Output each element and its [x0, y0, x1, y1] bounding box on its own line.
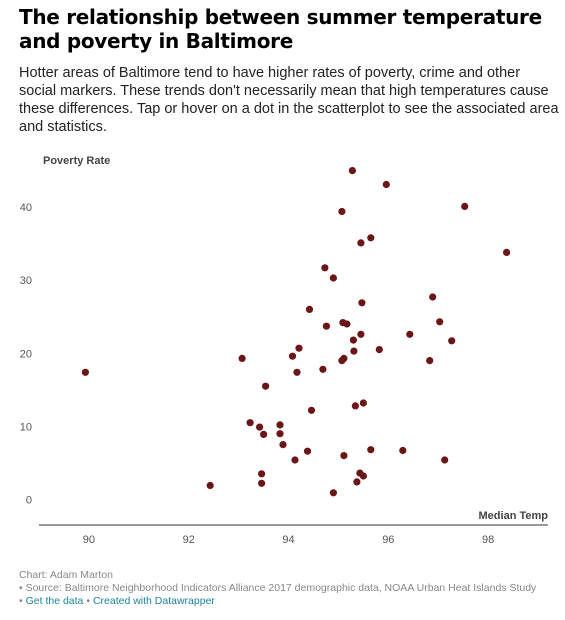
bullet-separator: • [86, 595, 91, 607]
data-point[interactable] [350, 347, 358, 355]
data-point[interactable] [295, 344, 303, 352]
data-point[interactable] [357, 239, 365, 247]
x-tick-label: 94 [282, 534, 294, 546]
data-point[interactable] [322, 322, 330, 330]
x-axis-title: Median Temp [479, 510, 549, 522]
data-point[interactable] [359, 472, 367, 480]
data-point[interactable] [279, 441, 287, 449]
datawrapper-link[interactable]: Created with Datawrapper [92, 595, 215, 607]
data-point[interactable] [367, 446, 375, 454]
data-point[interactable] [406, 330, 414, 338]
data-point[interactable] [338, 207, 346, 216]
chart-title: The relationship between summer temperat… [19, 5, 542, 53]
data-point[interactable] [276, 421, 284, 429]
data-point[interactable] [258, 479, 266, 487]
get-the-data-link[interactable]: Get the data [25, 595, 84, 607]
data-point[interactable] [375, 346, 383, 354]
data-point[interactable] [260, 430, 268, 438]
data-point[interactable] [246, 419, 254, 427]
data-point[interactable] [291, 456, 299, 464]
data-point[interactable] [258, 470, 266, 478]
data-point[interactable] [426, 357, 434, 365]
data-point[interactable] [436, 318, 444, 326]
data-point[interactable] [288, 352, 297, 360]
data-point[interactable] [358, 299, 366, 307]
data-point[interactable] [206, 481, 214, 490]
source-note: • Source: Baltimore Neighborhood Indicat… [19, 582, 537, 594]
data-point[interactable] [448, 337, 456, 345]
data-point[interactable] [343, 320, 351, 328]
bullet-separator: • [19, 595, 23, 607]
data-point[interactable] [461, 202, 469, 210]
x-tick-label: 92 [183, 534, 195, 546]
data-point[interactable] [305, 305, 314, 313]
y-tick-label: 30 [20, 275, 32, 287]
data-point[interactable] [399, 446, 407, 455]
data-point[interactable] [256, 423, 264, 431]
x-axis-ticks: 90 92 94 96 98 [83, 534, 494, 546]
data-point[interactable] [81, 368, 89, 376]
y-tick-label: 40 [20, 202, 32, 214]
y-tick-label: 0 [26, 494, 32, 506]
data-point[interactable] [340, 354, 348, 362]
data-point[interactable] [276, 430, 284, 438]
byline: Chart: Adam Marton [19, 569, 113, 581]
data-point[interactable] [503, 248, 511, 256]
data-point[interactable] [293, 368, 301, 376]
footer-links: • Get the data • Created with Datawrappe… [19, 595, 564, 608]
data-point[interactable] [349, 336, 357, 344]
data-point[interactable] [351, 402, 359, 410]
data-points [81, 167, 511, 497]
data-point[interactable] [429, 293, 437, 301]
data-point[interactable] [329, 274, 337, 282]
data-point[interactable] [382, 180, 390, 189]
x-tick-label: 96 [382, 534, 394, 546]
data-point[interactable] [359, 399, 367, 407]
data-point[interactable] [441, 456, 449, 464]
y-axis-title: Poverty Rate [43, 155, 110, 167]
y-axis-ticks: 0 10 20 30 40 [20, 202, 32, 506]
data-point[interactable] [238, 354, 246, 362]
data-point[interactable] [367, 234, 375, 242]
data-point[interactable] [357, 330, 365, 338]
data-point[interactable] [348, 167, 356, 175]
chart-subtitle: Hotter areas of Baltimore tend to have h… [19, 65, 559, 135]
x-tick-label: 90 [83, 534, 95, 546]
chart-footer: Chart: Adam Marton • Source: Baltimore N… [19, 569, 564, 608]
data-point[interactable] [340, 452, 348, 460]
y-tick-label: 20 [20, 348, 32, 360]
data-point[interactable] [329, 489, 337, 497]
data-point[interactable] [353, 478, 361, 486]
scatterplot: 0 10 20 30 40 90 92 94 96 98 Poverty Rate Median… [20, 155, 549, 546]
data-point[interactable] [303, 447, 312, 455]
data-point[interactable] [262, 382, 270, 390]
x-tick-label: 98 [482, 534, 494, 546]
y-tick-label: 10 [20, 421, 32, 433]
data-point[interactable] [307, 406, 316, 414]
data-point[interactable] [319, 365, 327, 373]
data-point[interactable] [321, 264, 329, 272]
